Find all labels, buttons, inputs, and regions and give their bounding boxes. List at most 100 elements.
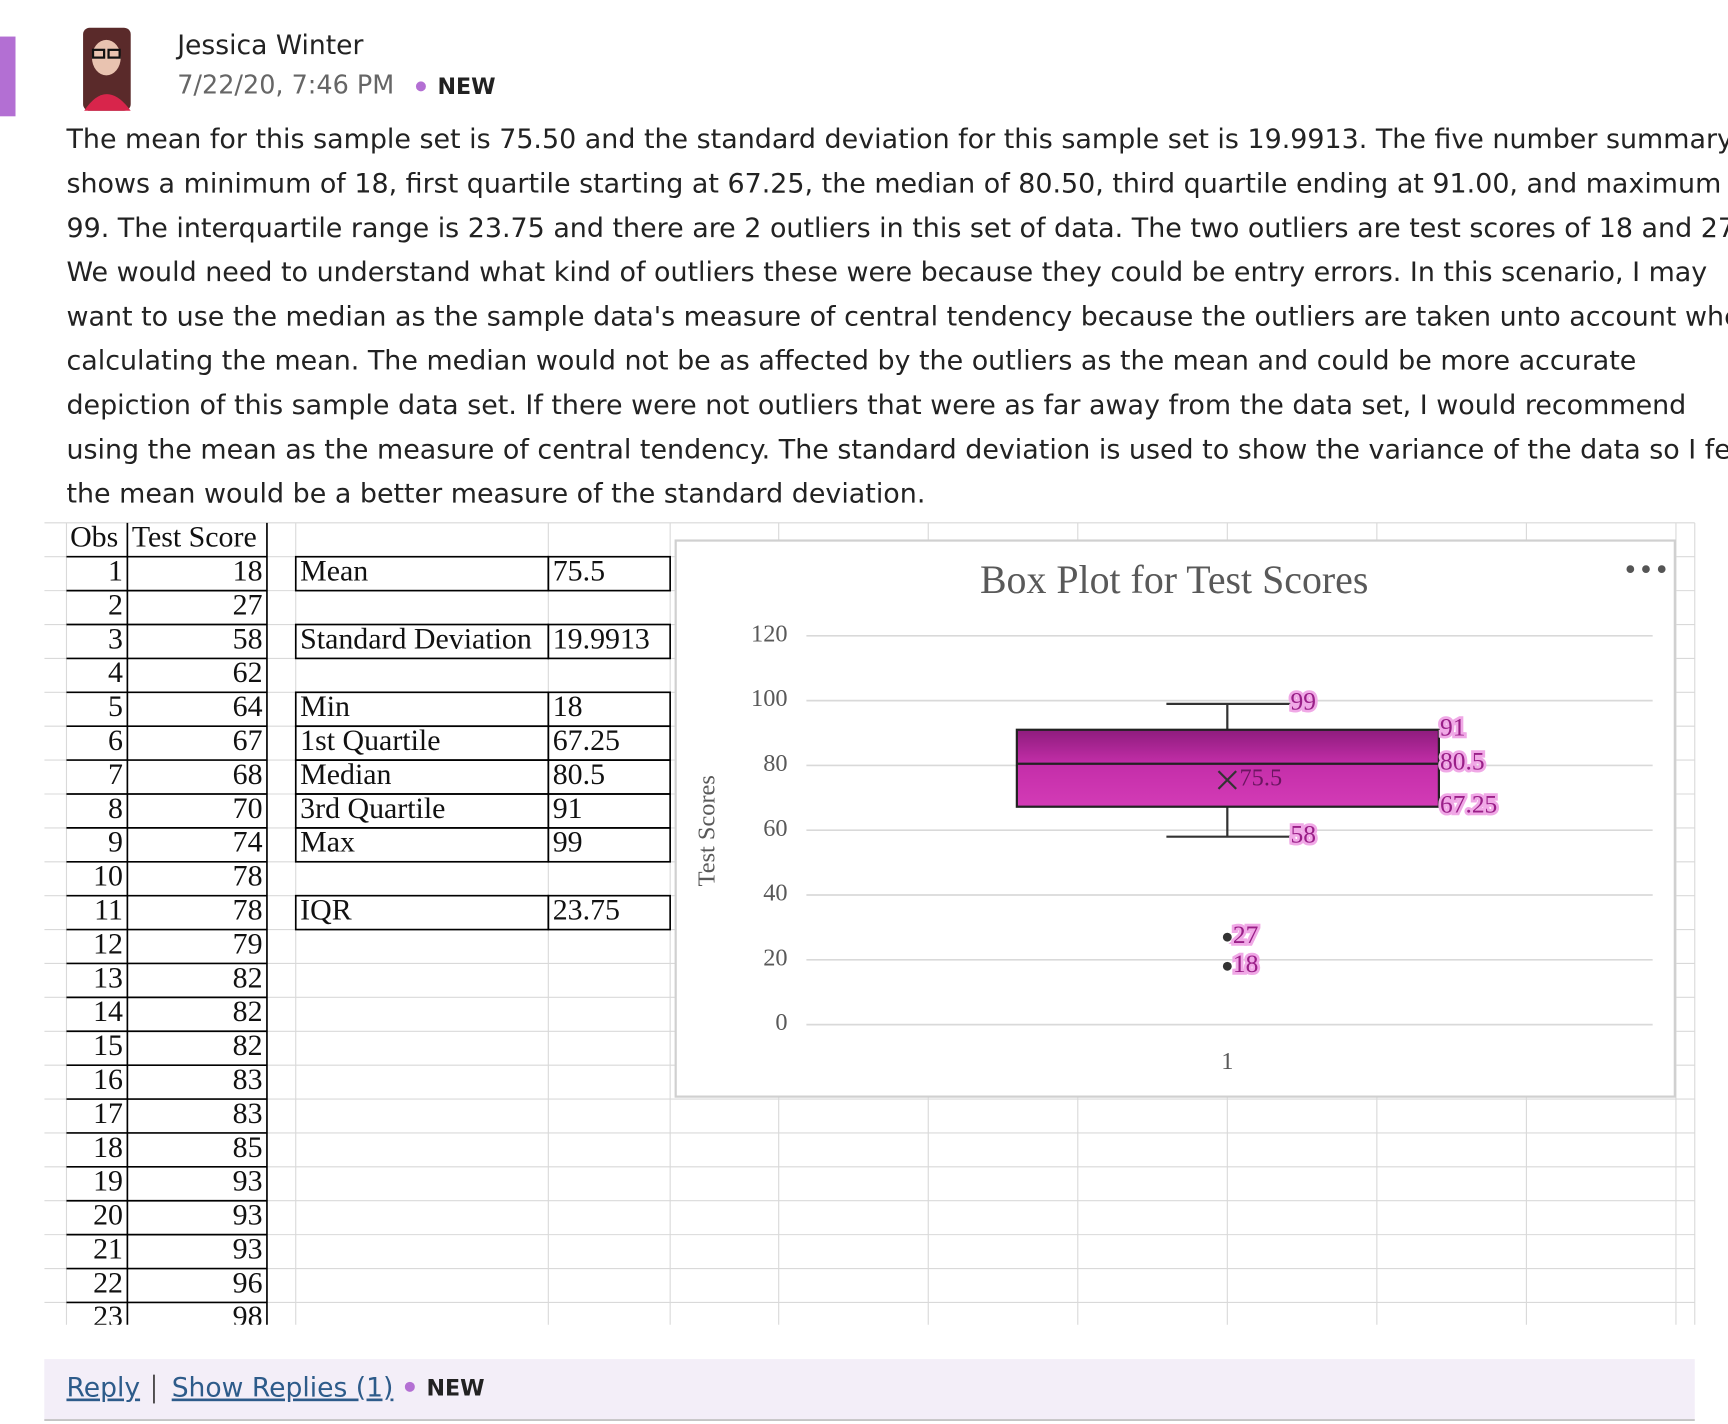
x-tick-label: 1	[1221, 1048, 1233, 1075]
header-cell: Obs	[70, 521, 118, 554]
box	[1015, 728, 1440, 808]
footer-bar	[44, 1359, 1695, 1421]
chart-menu: •••	[1623, 555, 1670, 586]
score-cell: 93	[233, 1199, 263, 1232]
new-badge: NEW	[438, 74, 496, 100]
box-plot-chart: Box Plot for Test Scores ••• 0 20 40 60 80 100 1…	[674, 539, 1676, 1098]
data-label: 91	[1440, 713, 1465, 742]
y-tick-label: 40	[763, 880, 787, 907]
stat-label: Max	[300, 826, 355, 859]
score-cell: 78	[233, 893, 263, 926]
score-cell: 79	[233, 927, 263, 960]
avatar	[83, 27, 131, 111]
obs-cell: 7	[108, 758, 123, 791]
y-tick-label: 0	[775, 1009, 787, 1036]
obs-cell: 14	[93, 995, 123, 1028]
score-cell: 96	[233, 1266, 263, 1299]
obs-cell: 13	[93, 961, 123, 994]
stat-value: 80.5	[553, 758, 605, 791]
reply-link[interactable]: Reply	[66, 1373, 140, 1404]
body-line: depiction of this sample data set. If th…	[66, 390, 1686, 421]
y-tick-label: 120	[751, 620, 788, 647]
y-tick-label: 80	[763, 750, 787, 777]
y-tick-label: 100	[751, 685, 788, 712]
score-cell: 82	[233, 995, 263, 1028]
new-badge: NEW	[426, 1376, 484, 1402]
score-cell: 58	[233, 622, 263, 655]
obs-cell: 1	[108, 555, 123, 588]
obs-cell: 5	[108, 690, 123, 723]
stat-value: 91	[553, 792, 583, 825]
score-cell: 82	[233, 1029, 263, 1062]
score-cell: 82	[233, 961, 263, 994]
stat-value: 23.75	[553, 893, 620, 926]
outlier-label: 27	[1233, 920, 1258, 949]
data-label: 67.25	[1440, 790, 1497, 819]
obs-cell: 10	[93, 860, 123, 893]
stat-label: Median	[300, 758, 391, 791]
score-cell: 78	[233, 860, 263, 893]
obs-cell: 21	[93, 1232, 123, 1265]
body-line: calculating the mean. The median would n…	[66, 346, 1636, 377]
score-cell: 62	[233, 656, 263, 689]
obs-cell: 20	[93, 1199, 123, 1232]
obs-cell: 22	[93, 1266, 123, 1299]
show-replies-link[interactable]: Show Replies (1)	[172, 1373, 394, 1404]
y-tick-label: 20	[763, 944, 787, 971]
chart-title: Box Plot for Test Scores	[980, 557, 1368, 602]
body-line: the mean would be a better measure of th…	[66, 479, 925, 510]
stat-value: 19.9913	[553, 622, 650, 655]
score-cell: 74	[233, 826, 263, 859]
stat-value: 67.25	[553, 724, 620, 757]
score-cell: 18	[233, 555, 263, 588]
data-label: 80.5	[1440, 747, 1485, 776]
header-cell: Test Score	[132, 521, 257, 554]
body-line: shows a minimum of 18, first quartile st…	[66, 168, 1728, 199]
obs-cell: 8	[108, 792, 123, 825]
chart-area	[674, 539, 1676, 1098]
content: Jessica Winter 7/22/20, 7:46 PM NEW The …	[0, 27, 1728, 1421]
obs-cell: 16	[93, 1063, 123, 1096]
data-label: 58	[1290, 820, 1315, 849]
stat-border	[547, 827, 671, 863]
outlier-label: 18	[1233, 949, 1258, 978]
body-line: want to use the median as the sample dat…	[66, 301, 1728, 332]
obs-cell: 9	[108, 826, 123, 859]
body-line: using the mean as the measure of central…	[66, 434, 1728, 465]
obs-cell: 4	[108, 656, 123, 689]
score-cell: 67	[233, 724, 263, 757]
obs-cell: 17	[93, 1097, 123, 1130]
stat-label: 1st Quartile	[300, 724, 440, 757]
obs-cell: 23	[93, 1300, 123, 1333]
score-cell: 85	[233, 1131, 263, 1164]
y-axis-title: Test Scores	[694, 775, 721, 886]
obs-cell: 6	[108, 724, 123, 757]
data-label: 99	[1290, 687, 1315, 716]
stat-value: 18	[553, 690, 583, 723]
outlier	[1222, 961, 1232, 971]
stat-value: 75.5	[553, 555, 605, 588]
score-cell: 93	[233, 1232, 263, 1265]
new-dot	[404, 1381, 415, 1392]
body-line: We would need to understand what kind of…	[66, 257, 1707, 288]
mean-label: 75.5	[1240, 765, 1283, 792]
score-cell: 98	[233, 1300, 263, 1333]
stat-label: Min	[300, 690, 350, 723]
author: Jessica Winter	[175, 30, 363, 61]
score-cell: 68	[233, 758, 263, 791]
score-cell: 64	[233, 690, 263, 723]
score-cell: 27	[233, 588, 263, 621]
stat-label: IQR	[300, 893, 352, 926]
y-tick-label: 60	[763, 815, 787, 842]
obs-cell: 19	[93, 1165, 123, 1198]
stat-label: Standard Deviation	[300, 622, 532, 655]
unread-bar	[0, 36, 16, 117]
stat-value: 99	[553, 826, 583, 859]
new-dot	[415, 81, 426, 92]
score-cell: 83	[233, 1097, 263, 1130]
score-cell: 93	[233, 1165, 263, 1198]
score-cell: 83	[233, 1063, 263, 1096]
score-cell: 70	[233, 792, 263, 825]
